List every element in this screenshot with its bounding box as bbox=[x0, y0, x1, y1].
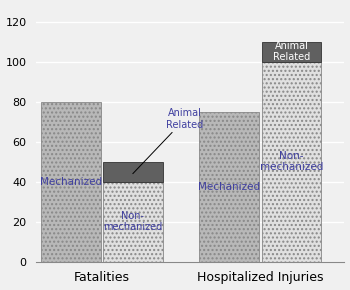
Bar bbox=[41, 102, 100, 262]
Text: Non-
mechanized: Non- mechanized bbox=[103, 211, 162, 233]
Bar bbox=[103, 162, 163, 182]
Text: Mechanized: Mechanized bbox=[198, 182, 260, 192]
Text: Non-
mechanized: Non- mechanized bbox=[260, 151, 323, 173]
Bar bbox=[103, 182, 163, 262]
Text: Mechanized: Mechanized bbox=[40, 177, 102, 187]
Text: Animal
Related: Animal Related bbox=[133, 108, 204, 174]
Bar bbox=[199, 112, 259, 262]
Text: Animal
Related: Animal Related bbox=[273, 41, 310, 62]
Bar bbox=[262, 61, 321, 262]
Bar bbox=[262, 41, 321, 61]
